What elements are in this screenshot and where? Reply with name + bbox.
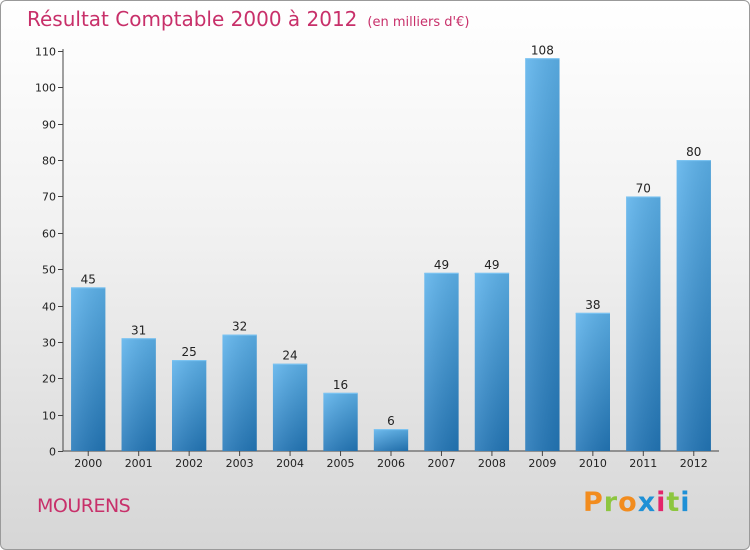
bar-shade	[323, 392, 358, 451]
data-label: 108	[531, 43, 554, 57]
x-tick-label: 2006	[377, 457, 405, 470]
logo-letter: P	[583, 487, 604, 518]
chart-subtitle: (en milliers d'€)	[367, 15, 470, 30]
bar-shade	[171, 360, 207, 451]
logo-letter: x	[637, 487, 657, 518]
x-tick-label: 2004	[276, 457, 304, 470]
y-tick-label: 80	[42, 155, 56, 168]
chart-title-text: Résultat Comptable 2000 à 2012	[27, 7, 358, 31]
y-tick-label: 100	[35, 82, 56, 95]
bar-shade	[525, 58, 560, 451]
y-tick-label: 40	[42, 301, 56, 314]
x-tick-label: 2012	[680, 457, 708, 470]
y-tick-label: 20	[42, 373, 56, 386]
data-label: 24	[282, 349, 297, 363]
logo-letter: t	[666, 487, 681, 518]
y-tick-label: 30	[42, 337, 56, 350]
y-tick-label: 50	[42, 264, 56, 277]
logo-letter: r	[603, 487, 619, 518]
y-tick-label: 110	[35, 46, 56, 59]
chart-title: Résultat Comptable 2000 à 2012 (en millie…	[27, 7, 469, 31]
bar-shade	[424, 272, 459, 451]
data-label: 70	[636, 181, 651, 195]
logo-letter: i	[680, 487, 691, 518]
y-tick-label: 90	[42, 119, 56, 132]
y-tick-label: 0	[49, 446, 56, 459]
x-tick-label: 2005	[327, 457, 355, 470]
data-label: 45	[81, 272, 96, 286]
x-tick-label: 2002	[175, 457, 203, 470]
bar-shade	[71, 287, 106, 451]
bar-shade	[121, 338, 156, 451]
bar-shade	[474, 272, 510, 451]
y-tick-label: 70	[42, 191, 56, 204]
x-tick-label: 2003	[226, 457, 254, 470]
x-tick-label: 2008	[478, 457, 506, 470]
x-tick-label: 2007	[427, 457, 455, 470]
bar-shade	[373, 429, 409, 451]
bar-shade	[676, 160, 711, 451]
data-label: 6	[387, 414, 395, 428]
data-label: 38	[585, 298, 600, 312]
x-tick-label: 2011	[629, 457, 657, 470]
x-tick-label: 2000	[74, 457, 102, 470]
proxiti-logo: Proxiti	[583, 487, 691, 518]
data-label: 49	[434, 258, 449, 272]
bar-shade	[272, 363, 308, 451]
logo-letter: o	[618, 487, 638, 518]
bar-shade	[222, 334, 257, 451]
logo-letter: i	[656, 487, 667, 518]
data-label: 32	[232, 320, 247, 334]
bar-shade	[626, 196, 661, 451]
data-label: 49	[484, 258, 499, 272]
x-tick-label: 2009	[528, 457, 556, 470]
data-label: 80	[686, 145, 701, 159]
bar-shade	[575, 312, 611, 451]
commune-name: MOURENS	[37, 495, 131, 517]
y-tick-label: 10	[42, 410, 56, 423]
data-label: 16	[333, 378, 348, 392]
x-tick-label: 2010	[579, 457, 607, 470]
x-tick-label: 2001	[125, 457, 153, 470]
data-label: 31	[131, 323, 146, 337]
y-tick-label: 60	[42, 228, 56, 241]
data-label: 25	[182, 345, 197, 359]
